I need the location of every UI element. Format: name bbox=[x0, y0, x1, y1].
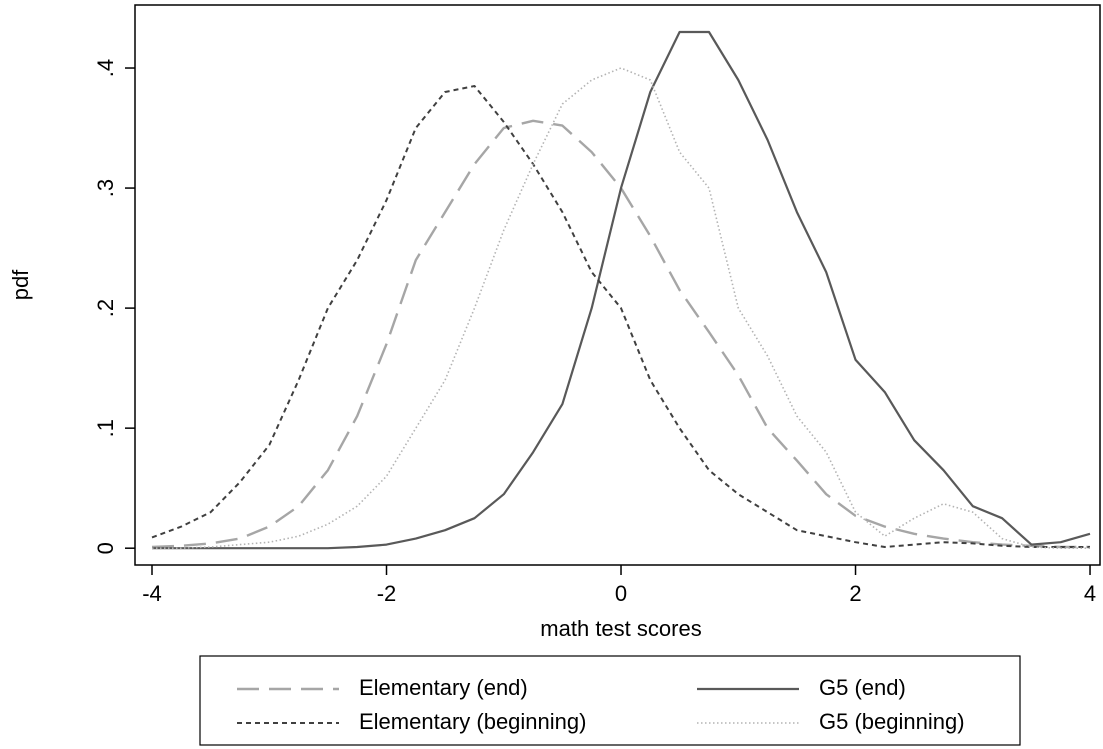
x-tick-label: 0 bbox=[615, 581, 627, 606]
x-tick-label: 2 bbox=[849, 581, 861, 606]
y-tick-label: 0 bbox=[93, 542, 118, 554]
x-tick-label: 4 bbox=[1084, 581, 1096, 606]
x-tick-label: -4 bbox=[142, 581, 162, 606]
legend-label: G5 (end) bbox=[819, 675, 906, 700]
y-tick-label: .3 bbox=[93, 179, 118, 197]
series-line bbox=[151, 119, 1090, 549]
series-line bbox=[151, 85, 1090, 548]
x-axis-label: math test scores bbox=[540, 616, 701, 641]
legend-label: G5 (beginning) bbox=[819, 709, 965, 734]
plot-frame bbox=[134, 4, 1101, 566]
legend-box bbox=[199, 655, 1021, 746]
series-line bbox=[152, 30, 1091, 550]
legend-label: Elementary (end) bbox=[359, 675, 528, 700]
legend-label: Elementary (beginning) bbox=[359, 709, 586, 734]
y-axis-label: pdf bbox=[8, 269, 33, 300]
y-tick-label: .1 bbox=[93, 419, 118, 437]
y-tick-label: .2 bbox=[93, 299, 118, 317]
y-tick-label: .4 bbox=[93, 59, 118, 77]
x-tick-label: -2 bbox=[377, 581, 397, 606]
